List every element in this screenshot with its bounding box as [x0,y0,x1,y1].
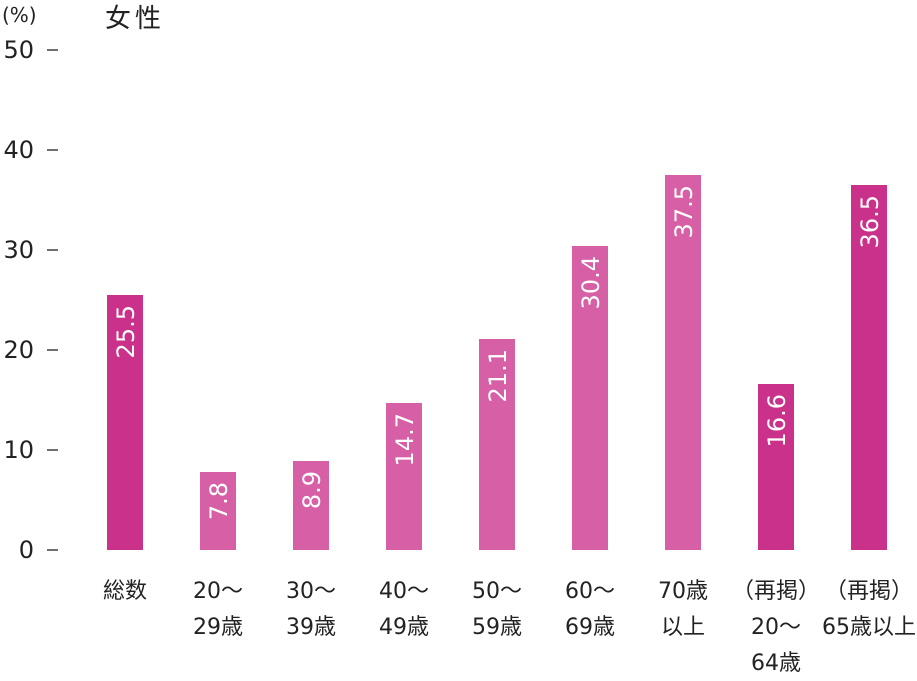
x-tick-label: 以上 [661,615,705,640]
x-tick-label: 29歳 [193,615,243,640]
bar-value-label: 16.6 [763,394,791,447]
bar [293,461,329,550]
bar-value-label: 36.5 [856,195,884,248]
y-tick-label: 0 [19,536,34,564]
x-tick-label: 65歳以上 [822,615,916,640]
bar-value-label: 37.5 [670,185,698,238]
x-tick-label: 70歳 [658,579,708,604]
y-tick-label: 50 [3,36,34,64]
x-tick-label: 59歳 [472,615,522,640]
y-axis-label: (%) [2,3,37,27]
x-tick-label: （再掲） [825,579,913,604]
y-axis: 0 10 20 30 40 50 [3,36,58,564]
bar [851,185,887,550]
bars: 25.5 7.8 8.9 14.7 21.1 30.4 37.5 16.6 36.5 [107,175,887,550]
chart-title: 女性 [105,4,165,34]
x-tick-label: （再掲） [732,579,820,604]
bar [758,384,794,550]
bar [107,295,143,550]
bar [386,403,422,550]
bar-value-label: 30.4 [577,256,605,309]
y-tick-label: 40 [3,136,34,164]
bar [479,339,515,550]
x-tick-label: 49歳 [379,615,429,640]
bar-value-label: 7.8 [205,482,233,520]
bar-value-label: 21.1 [484,349,512,402]
x-tick-label: 30～ [286,579,336,604]
y-tick-label: 30 [3,236,34,264]
bar-value-label: 8.9 [298,471,326,509]
y-tick-label: 10 [3,436,34,464]
x-tick-label: 40～ [379,579,429,604]
bar [200,472,236,550]
bar [572,246,608,550]
x-tick-label: 総数 [103,579,147,604]
bar [665,175,701,550]
bar-value-label: 25.5 [112,305,140,358]
x-tick-label: 50～ [472,579,522,604]
x-tick-label: 39歳 [286,615,336,640]
x-tick-label: 69歳 [565,615,615,640]
bar-value-label: 14.7 [391,413,419,466]
x-tick-label: 20～ [751,615,801,640]
x-tick-label: 60～ [565,579,615,604]
y-tick-label: 20 [3,336,34,364]
x-tick-label: 64歳 [751,651,801,676]
x-tick-label: 20～ [193,579,243,604]
